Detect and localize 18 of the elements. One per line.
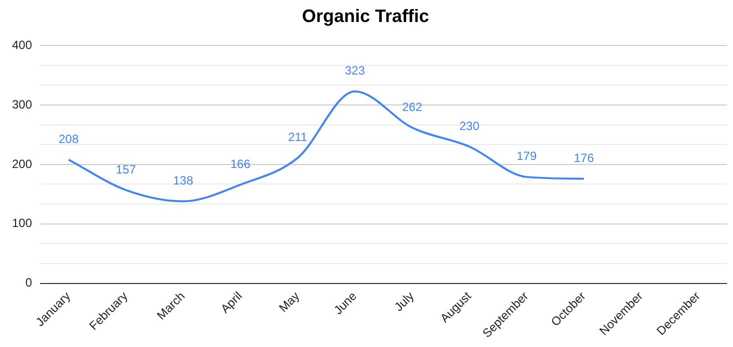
chart-title: Organic Traffic	[302, 6, 430, 26]
data-label: 166	[230, 156, 251, 171]
data-label: 262	[402, 100, 422, 114]
x-tick-label: May	[276, 288, 302, 315]
data-label: 323	[344, 64, 366, 78]
data-label: 230	[459, 118, 480, 133]
y-tick-label: 300	[12, 97, 32, 112]
data-label: 179	[516, 149, 537, 164]
x-tick-label: July	[392, 288, 417, 314]
data-label: 211	[288, 130, 308, 144]
data-label: 138	[173, 174, 194, 188]
y-tick-label: 0	[25, 276, 32, 290]
data-label: 208	[58, 132, 79, 146]
data-label: 176	[574, 151, 594, 166]
y-tick-label: 100	[12, 216, 32, 230]
y-tick-label: 400	[12, 38, 32, 52]
y-tick-label: 200	[12, 156, 32, 171]
data-label: 157	[116, 162, 136, 176]
